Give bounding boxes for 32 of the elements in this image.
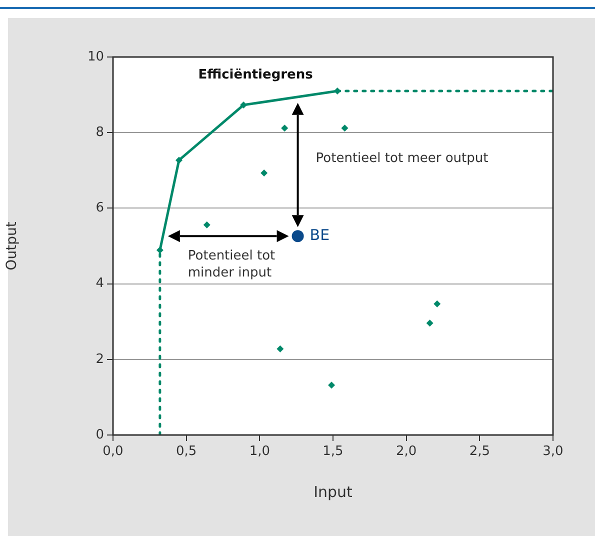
x-tick-label: 0,0 (102, 444, 124, 460)
point (426, 320, 434, 327)
point (203, 221, 210, 228)
y-tick-label: 8 (96, 124, 104, 140)
point (434, 300, 441, 308)
x-axis-title: Input (314, 482, 353, 501)
point (276, 345, 284, 352)
point (281, 124, 288, 132)
x-tick-label: 0,5 (176, 444, 197, 460)
annotation: Potentieel tot meer output (316, 150, 488, 166)
y-tick-label: 10 (87, 49, 104, 64)
point (176, 156, 182, 164)
y-tick-label: 2 (96, 352, 104, 367)
y-tick-label: 0 (96, 427, 104, 442)
x-tick-label: 2,0 (396, 444, 417, 460)
point (334, 88, 341, 95)
series-label: BE (310, 226, 330, 244)
x-tick-label: 2,5 (469, 444, 490, 460)
y-axis-title: Output (4, 221, 20, 270)
series-label: Efficiëntiegrens (198, 67, 314, 82)
x-tick-label: 3,0 (542, 444, 564, 460)
x-tick-label: 1,0 (249, 444, 270, 460)
annotation: Potentieel tot minder input (188, 248, 276, 281)
point (156, 246, 164, 254)
x-tick-label: 1,5 (322, 444, 344, 460)
point (292, 230, 304, 242)
point (260, 170, 268, 177)
point (328, 382, 336, 389)
y-tick-label: 6 (96, 200, 104, 216)
point (240, 102, 248, 109)
point (341, 124, 348, 132)
y-tick-label: 4 (96, 276, 104, 292)
